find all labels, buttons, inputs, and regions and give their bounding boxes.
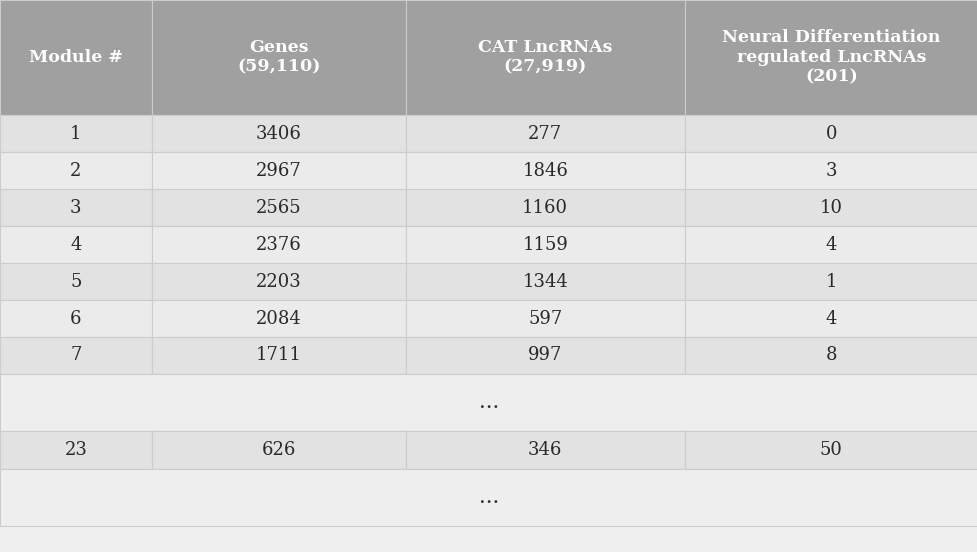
Text: Module #: Module # bbox=[29, 49, 122, 66]
Text: 23: 23 bbox=[64, 441, 87, 459]
Text: 10: 10 bbox=[819, 199, 842, 216]
Text: 4: 4 bbox=[825, 236, 836, 253]
Bar bbox=[0, 263, 151, 300]
Text: 997: 997 bbox=[528, 347, 562, 364]
Text: 626: 626 bbox=[261, 441, 296, 459]
Text: Neural Differentiation
regulated LncRNAs
(201): Neural Differentiation regulated LncRNAs… bbox=[721, 29, 940, 86]
Bar bbox=[0, 0, 151, 115]
Text: 4: 4 bbox=[825, 310, 836, 327]
Text: 2376: 2376 bbox=[256, 236, 301, 253]
Text: Genes
(59,110): Genes (59,110) bbox=[236, 39, 320, 76]
Text: 2084: 2084 bbox=[256, 310, 301, 327]
Text: 597: 597 bbox=[528, 310, 562, 327]
Bar bbox=[151, 189, 405, 226]
Bar bbox=[0, 115, 151, 152]
Bar bbox=[684, 337, 977, 374]
Text: 2203: 2203 bbox=[256, 273, 301, 290]
Text: 346: 346 bbox=[528, 441, 562, 459]
Bar bbox=[0, 374, 977, 431]
Text: 2565: 2565 bbox=[256, 199, 301, 216]
Bar bbox=[405, 431, 684, 469]
Bar bbox=[0, 300, 151, 337]
Bar bbox=[0, 189, 151, 226]
Bar bbox=[684, 226, 977, 263]
Text: 1159: 1159 bbox=[522, 236, 568, 253]
Bar bbox=[684, 0, 977, 115]
Text: 2: 2 bbox=[70, 162, 81, 179]
Text: ...: ... bbox=[479, 393, 498, 412]
Text: 1711: 1711 bbox=[256, 347, 301, 364]
Text: 4: 4 bbox=[70, 236, 81, 253]
Text: 3: 3 bbox=[70, 199, 81, 216]
Text: 8: 8 bbox=[825, 347, 836, 364]
Bar bbox=[151, 115, 405, 152]
Bar bbox=[0, 152, 151, 189]
Bar bbox=[405, 226, 684, 263]
Bar bbox=[684, 189, 977, 226]
Text: 5: 5 bbox=[70, 273, 81, 290]
Bar bbox=[684, 152, 977, 189]
Bar bbox=[684, 431, 977, 469]
Bar bbox=[0, 469, 977, 526]
Bar bbox=[405, 263, 684, 300]
Text: 277: 277 bbox=[528, 125, 562, 142]
Bar bbox=[684, 263, 977, 300]
Bar bbox=[405, 300, 684, 337]
Text: 1846: 1846 bbox=[522, 162, 568, 179]
Bar bbox=[151, 0, 405, 115]
Bar bbox=[405, 189, 684, 226]
Text: 50: 50 bbox=[819, 441, 842, 459]
Bar bbox=[151, 431, 405, 469]
Bar bbox=[151, 263, 405, 300]
Text: CAT LncRNAs
(27,919): CAT LncRNAs (27,919) bbox=[478, 39, 612, 76]
Text: 0: 0 bbox=[825, 125, 836, 142]
Text: 3: 3 bbox=[825, 162, 836, 179]
Bar bbox=[405, 115, 684, 152]
Bar bbox=[405, 337, 684, 374]
Text: 7: 7 bbox=[70, 347, 81, 364]
Bar bbox=[684, 300, 977, 337]
Bar bbox=[151, 152, 405, 189]
Text: 2967: 2967 bbox=[256, 162, 301, 179]
Text: 1160: 1160 bbox=[522, 199, 568, 216]
Text: 1: 1 bbox=[825, 273, 836, 290]
Bar bbox=[0, 226, 151, 263]
Bar bbox=[684, 115, 977, 152]
Bar bbox=[0, 431, 151, 469]
Bar bbox=[151, 226, 405, 263]
Text: 1344: 1344 bbox=[522, 273, 568, 290]
Bar bbox=[405, 0, 684, 115]
Text: 3406: 3406 bbox=[256, 125, 301, 142]
Bar bbox=[151, 300, 405, 337]
Bar bbox=[0, 337, 151, 374]
Text: ...: ... bbox=[479, 488, 498, 507]
Bar bbox=[151, 337, 405, 374]
Text: 1: 1 bbox=[70, 125, 81, 142]
Bar bbox=[405, 152, 684, 189]
Text: 6: 6 bbox=[70, 310, 81, 327]
